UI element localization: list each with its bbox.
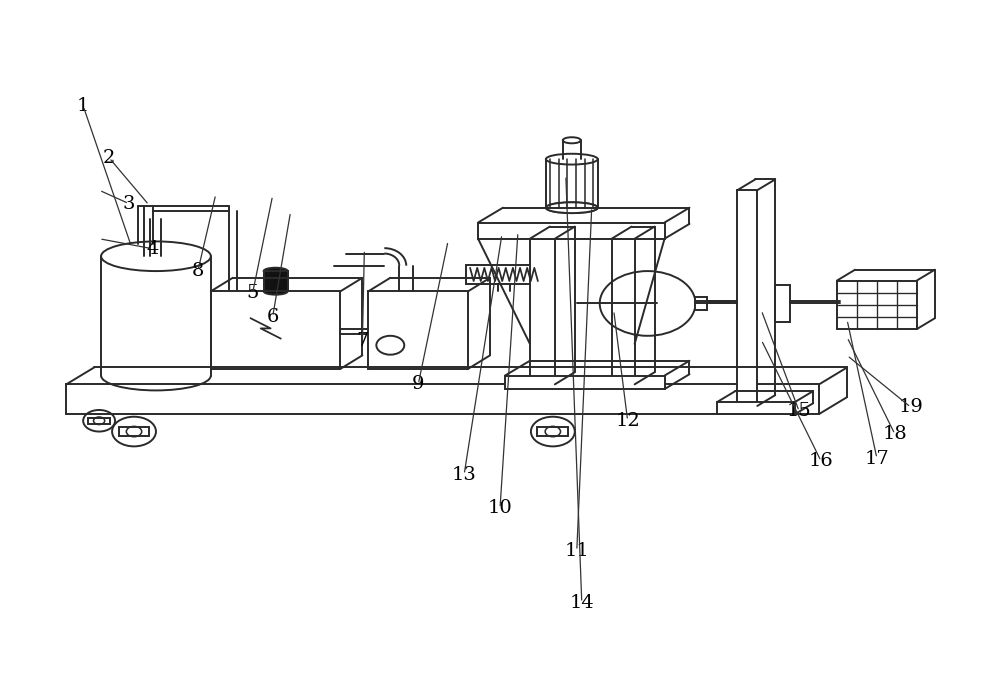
Ellipse shape [546,202,598,213]
Ellipse shape [546,202,598,213]
Bar [466,265,542,284]
Bar [530,239,555,385]
Text: 15: 15 [787,402,812,420]
Bar [211,291,340,369]
Ellipse shape [101,242,211,271]
Text: 19: 19 [898,398,923,416]
Bar [66,385,819,414]
Text: 9: 9 [412,375,424,393]
Text: 4: 4 [147,240,159,258]
Ellipse shape [546,154,598,165]
Text: 17: 17 [865,450,889,468]
Bar [717,402,795,414]
Bar [695,297,707,310]
Text: 13: 13 [452,466,477,483]
Bar [737,190,757,406]
Bar [368,291,468,369]
Bar [478,223,665,239]
Bar [119,427,149,436]
Ellipse shape [563,137,581,144]
Text: 6: 6 [266,308,279,326]
Text: 8: 8 [192,262,204,280]
Ellipse shape [264,267,288,274]
Bar [775,284,790,322]
Text: 12: 12 [615,412,640,430]
Text: 2: 2 [103,149,115,167]
Text: 11: 11 [564,542,589,560]
Bar [612,239,635,385]
Bar [88,418,110,424]
Text: 10: 10 [488,500,512,517]
Bar [537,427,568,436]
Ellipse shape [264,288,288,294]
Text: 7: 7 [356,332,369,350]
Bar [505,376,665,389]
Text: 5: 5 [247,284,259,302]
Bar [837,280,917,329]
Text: 18: 18 [883,425,907,443]
Text: 16: 16 [809,452,833,471]
Bar [264,271,288,291]
Text: 14: 14 [569,594,594,612]
Text: 3: 3 [123,195,135,213]
Text: 1: 1 [77,97,89,115]
